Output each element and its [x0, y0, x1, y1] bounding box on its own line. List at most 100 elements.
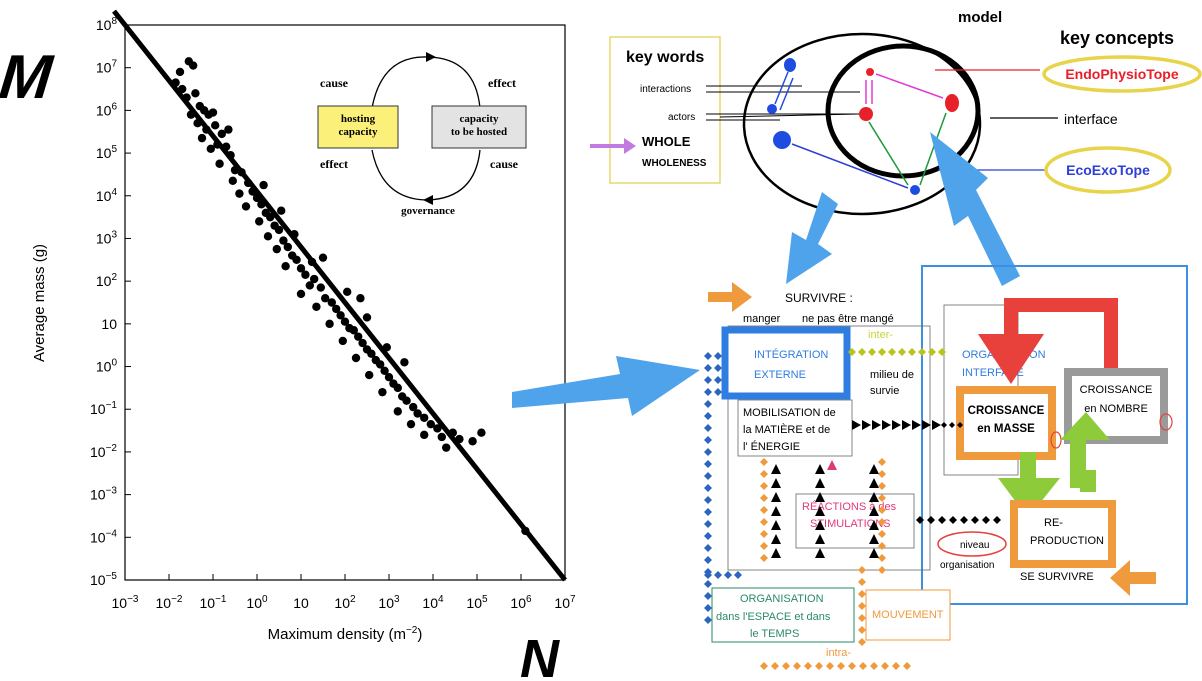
chain-diamond — [858, 602, 866, 610]
data-point — [400, 358, 409, 367]
chain-diamond — [760, 506, 768, 514]
interaction-green-1 — [868, 121, 909, 186]
y-tick-label: 10−4 — [90, 528, 117, 545]
data-point — [393, 383, 402, 393]
y-tick-label: 102 — [96, 272, 118, 289]
outer-ellipse — [742, 32, 982, 216]
chain-diamond — [903, 662, 911, 670]
y-tick-label: 10−5 — [90, 571, 117, 588]
chain-diamond — [714, 364, 722, 372]
mouvement-label: MOUVEMENT — [872, 609, 944, 621]
endo-oval — [1042, 55, 1202, 93]
chain-diamond — [859, 662, 867, 670]
chain-triangle — [815, 534, 825, 544]
chain-triangle — [771, 506, 781, 516]
croissance-nombre-label-2: en NOMBRE — [1084, 403, 1148, 415]
y-tick-label: 108 — [96, 16, 118, 33]
data-point — [409, 402, 418, 412]
chain-triangle — [815, 464, 825, 474]
chain-diamond — [704, 448, 712, 456]
croissance-masse-label-2: en MASSE — [977, 423, 1035, 435]
croissance-nombre-box — [1064, 368, 1168, 444]
actor-blue-4 — [910, 185, 920, 195]
data-point — [402, 396, 411, 405]
chain-diamond — [760, 542, 768, 550]
chain-arrowhead — [902, 420, 911, 430]
cycle-cause-top: cause — [320, 76, 349, 90]
data-point — [206, 144, 215, 154]
chain-diamond — [734, 571, 742, 579]
blue-frame — [921, 265, 1188, 605]
y-tick-label: 10−3 — [90, 486, 117, 503]
chain-triangle — [827, 460, 837, 470]
eco-label: EcoExoTope — [1066, 162, 1150, 178]
data-point — [442, 443, 451, 452]
chain-diamond — [760, 662, 768, 670]
survivre-label: SURVIVRE : — [785, 291, 853, 305]
chain-diamond — [704, 520, 712, 528]
actor-red-2 — [859, 107, 873, 121]
interaction-green-2 — [919, 112, 947, 186]
chain-diamond — [949, 516, 957, 524]
chain-diamond — [704, 532, 712, 540]
data-point — [211, 121, 220, 130]
chain-triangle — [869, 548, 879, 558]
data-point — [175, 67, 185, 77]
interaction-black — [719, 113, 859, 118]
orange-arrow-top — [708, 282, 752, 312]
chain-diamond — [782, 662, 790, 670]
data-point — [266, 212, 275, 222]
chain-diamond — [704, 616, 712, 624]
chain-arrowhead — [852, 420, 861, 430]
data-point — [420, 430, 429, 440]
diamond-chains — [704, 348, 1001, 670]
chain-diamond — [704, 412, 712, 420]
chain-triangle — [869, 478, 879, 488]
y-tick-label: 10 — [101, 316, 117, 332]
data-point — [277, 206, 286, 215]
data-point — [296, 264, 306, 273]
capacity-hosted-box — [431, 105, 527, 149]
data-point — [274, 225, 284, 235]
chain-diamond — [714, 376, 722, 384]
chain-diamond — [878, 518, 886, 526]
data-point — [283, 242, 292, 252]
chain-triangle — [771, 464, 781, 474]
model-title: model — [958, 9, 1002, 26]
chain-arrowhead — [912, 420, 921, 430]
chain-diamond — [704, 580, 712, 588]
chain-triangle — [869, 534, 879, 544]
chain-diamond — [870, 662, 878, 670]
keywords-title: key words — [626, 49, 704, 66]
data-point — [321, 294, 330, 303]
data-point — [296, 289, 306, 299]
y-axis-label: Average mass (g) — [31, 244, 48, 362]
actor-blue-2 — [767, 104, 777, 114]
chain-diamond — [760, 494, 768, 502]
data-point — [351, 353, 361, 363]
interaction-blue-3 — [791, 143, 909, 189]
x-tick-label: 100 — [246, 594, 268, 611]
big-letter-n: N — [520, 629, 560, 681]
y-tick-label: 10−1 — [90, 400, 117, 417]
keywords-box: key words interactions actors WHOLE WHOL… — [609, 36, 721, 184]
actor-red-1 — [866, 68, 874, 76]
data-point — [310, 274, 319, 284]
data-point — [312, 302, 321, 311]
data-point — [384, 373, 394, 382]
chain-diamond — [714, 571, 722, 579]
chain-diamond — [868, 348, 876, 356]
niveau-oval — [937, 531, 1007, 557]
data-point — [367, 349, 376, 358]
keyword-wholeness: WHOLENESS — [642, 158, 707, 169]
key-concepts: key concepts EndoPhysioTope EcoExoTope — [1042, 28, 1202, 194]
niveau-label: niveau — [960, 540, 989, 551]
interface-label: interface — [1064, 111, 1118, 127]
interaction-blue-1 — [774, 71, 789, 105]
green-arrows — [998, 412, 1110, 518]
chain-diamond — [714, 352, 722, 360]
integration-label: INTÉGRATION — [754, 348, 828, 361]
chain-diamond — [704, 352, 712, 360]
cycle-effect-bottom: effect — [320, 157, 348, 171]
model-diagram: model interface — [706, 9, 1118, 216]
